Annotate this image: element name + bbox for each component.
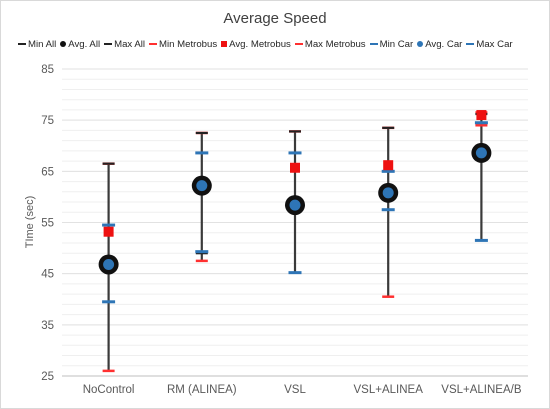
y-tick-label: 35 <box>41 320 54 332</box>
legend-symbol <box>149 43 158 46</box>
legend: Min All Avg. All Max All Min Metrobus Avg. M… <box>18 39 548 50</box>
x-tick-label: VSL <box>284 384 306 396</box>
avg-metrobus-marker <box>290 162 300 173</box>
axes: 25 35 45 55 65 75 85 NoControl RM (ALINEA) VSL VSL… <box>41 64 528 396</box>
avg-car-marker <box>289 199 301 211</box>
chart-marks <box>98 110 492 373</box>
legend-item: Max All <box>104 39 145 50</box>
legend-symbol <box>466 43 475 46</box>
legend-symbol <box>294 43 303 46</box>
avg-metrobus-marker <box>476 110 487 121</box>
x-tick-label: RM (ALINEA) <box>167 384 237 396</box>
legend-label: Min Car <box>379 39 414 50</box>
legend-symbol <box>18 43 26 46</box>
y-tick-label: 65 <box>41 166 54 178</box>
legend-symbol <box>221 41 228 48</box>
legend-item: Avg. Metrobus <box>221 39 291 50</box>
avg-metrobus-marker <box>103 226 114 237</box>
legend-label: Max Car <box>476 39 513 50</box>
legend-item: Avg. Car <box>417 39 462 50</box>
avg-car-marker <box>475 147 487 159</box>
legend-symbol <box>104 43 113 46</box>
legend-item: Min Metrobus <box>149 39 217 50</box>
x-tick-label: NoControl <box>83 384 135 396</box>
x-tick-label: VSL+ALINEA <box>354 384 424 396</box>
avg-car-marker <box>196 180 208 192</box>
avg-car-marker <box>103 258 115 270</box>
y-tick-label: 85 <box>41 64 54 76</box>
legend-label: Max Metrobus <box>304 39 366 50</box>
legend-symbol <box>369 43 378 46</box>
y-tick-label: 25 <box>41 371 54 383</box>
legend-label: Avg. All <box>68 39 101 50</box>
legend-item: Max Metrobus <box>294 39 366 50</box>
x-tick-label: VSL+ALINEA/B <box>441 384 522 396</box>
legend-label: Avg. Car <box>425 39 463 50</box>
avg-car-marker <box>382 187 394 199</box>
legend-label: Min Metrobus <box>159 39 218 50</box>
legend-item: Max Car <box>466 39 513 50</box>
legend-label: Min All <box>28 39 57 50</box>
y-tick-label: 75 <box>41 115 54 127</box>
y-tick-label: 45 <box>41 269 54 281</box>
y-tick-label: 55 <box>41 218 54 230</box>
legend-item: Avg. All <box>60 39 100 50</box>
chart-title: Average Speed <box>223 10 327 27</box>
legend-symbol <box>60 41 67 48</box>
legend-label: Max All <box>114 39 146 50</box>
y-axis-label: TIme (sec) <box>24 196 36 249</box>
legend-item: Min All <box>18 39 56 50</box>
legend-symbol <box>417 41 424 48</box>
legend-item: Min Car <box>369 39 414 50</box>
legend-label: Avg. Metrobus <box>229 39 291 50</box>
avg-metrobus-marker <box>383 160 394 171</box>
